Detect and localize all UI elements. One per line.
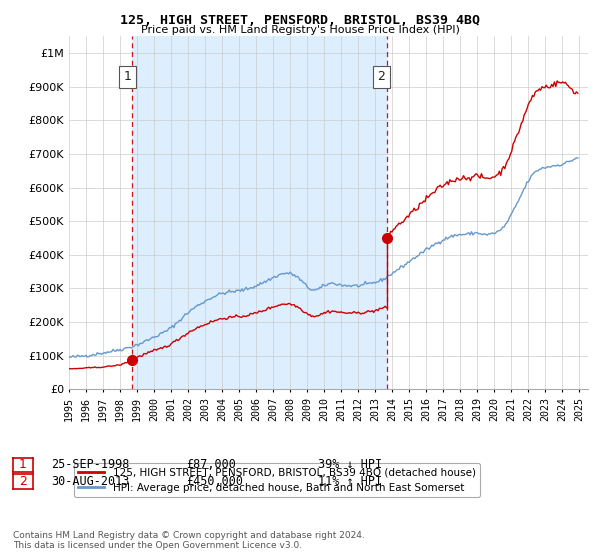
Text: 30-AUG-2013: 30-AUG-2013 bbox=[51, 475, 130, 488]
Text: 1: 1 bbox=[124, 70, 131, 83]
Text: Contains HM Land Registry data © Crown copyright and database right 2024.
This d: Contains HM Land Registry data © Crown c… bbox=[13, 530, 365, 550]
Text: £450,000: £450,000 bbox=[186, 475, 243, 488]
Legend: 125, HIGH STREET, PENSFORD, BRISTOL, BS39 4BQ (detached house), HPI: Average pri: 125, HIGH STREET, PENSFORD, BRISTOL, BS3… bbox=[74, 463, 480, 497]
Text: 39% ↓ HPI: 39% ↓ HPI bbox=[318, 458, 382, 472]
Text: Price paid vs. HM Land Registry's House Price Index (HPI): Price paid vs. HM Land Registry's House … bbox=[140, 25, 460, 35]
Text: £87,000: £87,000 bbox=[186, 458, 236, 472]
Text: 2: 2 bbox=[377, 70, 385, 83]
Text: 2: 2 bbox=[19, 475, 27, 488]
Text: 125, HIGH STREET, PENSFORD, BRISTOL, BS39 4BQ: 125, HIGH STREET, PENSFORD, BRISTOL, BS3… bbox=[120, 14, 480, 27]
Text: 11% ↑ HPI: 11% ↑ HPI bbox=[318, 475, 382, 488]
Text: 25-SEP-1998: 25-SEP-1998 bbox=[51, 458, 130, 472]
Text: 1: 1 bbox=[19, 458, 27, 472]
Bar bbox=[133, 36, 386, 389]
